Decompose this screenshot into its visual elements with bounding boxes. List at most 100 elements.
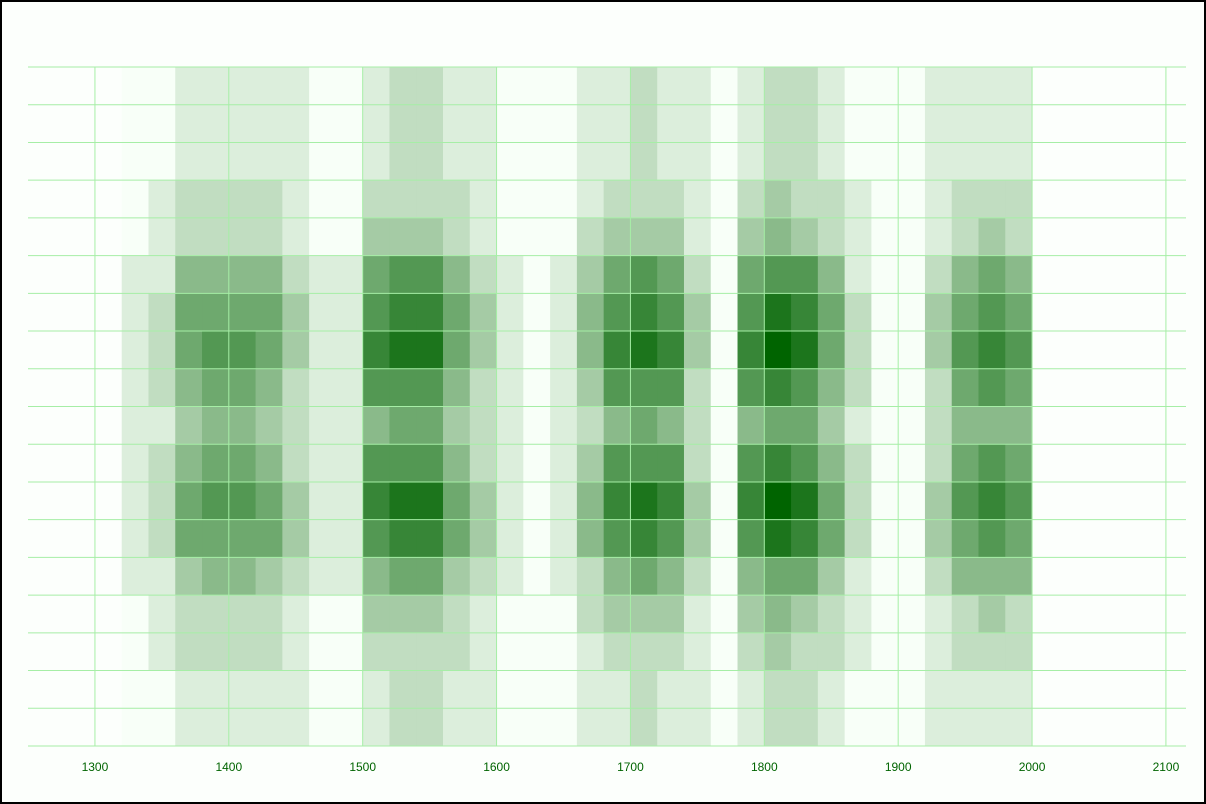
heat-cell: [469, 632, 498, 672]
heat-cell: [443, 142, 471, 181]
heat-cell: [630, 104, 658, 143]
heat-cell: [523, 142, 551, 181]
x-tick-label: 2100: [1153, 760, 1180, 774]
heat-cell: [710, 632, 739, 672]
heat-cell: [630, 142, 658, 181]
heat-cell: [791, 519, 819, 558]
heat-cell: [228, 708, 257, 747]
heat-cell: [603, 104, 631, 143]
heat-cell: [764, 368, 792, 407]
heat-cell: [175, 595, 203, 634]
heat-cell: [228, 632, 257, 672]
heat-cell: [121, 331, 149, 370]
heat-cell: [469, 670, 498, 709]
heat-cell: [817, 67, 846, 106]
heat-cell: [764, 595, 792, 634]
heat-cell: [844, 670, 872, 709]
heat-cell: [523, 519, 551, 558]
heat-cell: [764, 406, 792, 445]
heat-cell: [576, 519, 605, 558]
heat-cell: [443, 444, 471, 483]
heat-cell: [630, 217, 658, 257]
heat-cell: [389, 293, 417, 332]
heat-cell: [175, 406, 203, 445]
heat-cell: [443, 331, 471, 370]
heat-cell: [550, 670, 578, 709]
heat-cell: [309, 255, 337, 294]
heat-cell: [603, 368, 631, 407]
heat-cell: [951, 67, 979, 106]
heat-cell: [496, 180, 524, 219]
heat-cell: [228, 180, 257, 219]
heat-cell: [978, 331, 1006, 370]
heat-cell: [255, 255, 283, 294]
heat-cell: [710, 519, 739, 558]
heat-cell: [683, 670, 712, 709]
heat-cell: [469, 406, 498, 445]
heat-cell: [335, 331, 364, 370]
heat-cell: [898, 481, 926, 521]
heat-cell: [228, 104, 257, 143]
heat-cell: [603, 255, 631, 294]
heat-cell: [1005, 104, 1033, 143]
heat-cell: [710, 293, 739, 332]
heat-cell: [737, 331, 765, 370]
heat-cell: [121, 519, 149, 558]
x-tick-label: 1300: [82, 760, 109, 774]
heat-cell: [978, 406, 1006, 445]
heat-cell: [871, 670, 899, 709]
heat-cell: [228, 331, 257, 370]
heat-cell: [817, 104, 846, 143]
heat-cell: [871, 368, 899, 407]
heat-cell: [898, 557, 926, 596]
heat-cell: [817, 368, 846, 407]
heat-cell: [389, 595, 417, 634]
heat-cell: [362, 595, 390, 634]
heat-cell: [924, 708, 953, 747]
heat-cell: [335, 519, 364, 558]
heat-cell: [550, 368, 578, 407]
heat-cell: [603, 519, 631, 558]
heat-cell: [978, 595, 1006, 634]
heat-cell: [389, 142, 417, 181]
heat-cell: [255, 180, 283, 219]
heat-cell: [898, 368, 926, 407]
heat-cell: [148, 595, 176, 634]
heat-cell: [496, 632, 524, 672]
heat-cell: [362, 180, 390, 219]
heat-cell: [228, 519, 257, 558]
heat-cell: [443, 255, 471, 294]
heat-cell: [603, 180, 631, 219]
heat-cell: [389, 519, 417, 558]
heat-cell: [550, 293, 578, 332]
heat-cell: [924, 595, 953, 634]
heat-cell: [603, 670, 631, 709]
heat-cell: [657, 293, 685, 332]
heat-cell: [121, 444, 149, 483]
heat-cell: [1005, 142, 1033, 181]
heat-cell: [469, 331, 498, 370]
heat-cell: [791, 180, 819, 219]
heat-cell: [683, 708, 712, 747]
heat-cell: [362, 142, 390, 181]
heat-cell: [844, 557, 872, 596]
heat-cell: [844, 406, 872, 445]
heat-cell: [416, 557, 444, 596]
heat-cell: [202, 595, 230, 634]
heat-cell: [282, 708, 310, 747]
heat-cell: [282, 255, 310, 294]
x-tick-label: 1400: [215, 760, 242, 774]
heat-cell: [817, 670, 846, 709]
heat-cell: [898, 217, 926, 257]
heat-cell: [121, 67, 149, 106]
heat-cell: [924, 331, 953, 370]
heat-cell: [469, 444, 498, 483]
heat-cell: [362, 255, 390, 294]
heat-cell: [630, 670, 658, 709]
heat-cell: [924, 293, 953, 332]
heat-cell: [817, 519, 846, 558]
heat-cell: [389, 255, 417, 294]
heat-cell: [791, 444, 819, 483]
heat-cell: [1005, 519, 1033, 558]
heat-cell: [683, 595, 712, 634]
